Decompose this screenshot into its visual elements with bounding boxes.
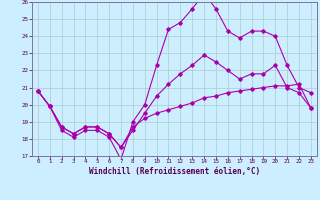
X-axis label: Windchill (Refroidissement éolien,°C): Windchill (Refroidissement éolien,°C)	[89, 167, 260, 176]
